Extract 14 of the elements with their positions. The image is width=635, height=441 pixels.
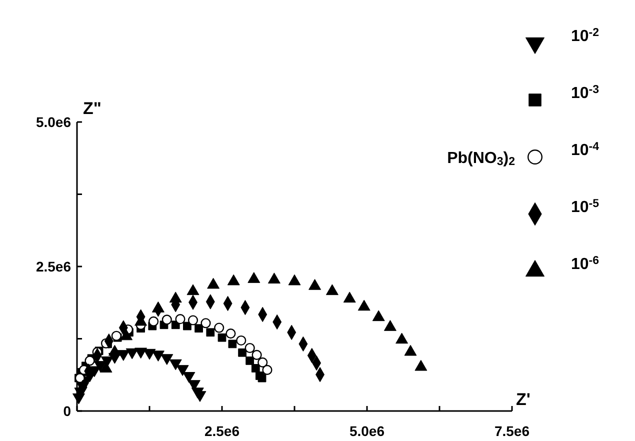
y-tick-label: 0 <box>63 403 72 419</box>
legend-label: 10$^{-3}$ <box>571 84 600 102</box>
x-tick-label: 5.0e6 <box>349 423 385 439</box>
legend-title: Pb(NO$_{3}$)$_{2}$ <box>447 150 515 168</box>
x-tick-label: 2.5e6 <box>204 423 240 439</box>
legend-label: 10$^{-6}$ <box>571 254 600 273</box>
y-tick-label: 2.5e6 <box>36 258 72 274</box>
y-tick-label: 5.0e6 <box>36 114 72 130</box>
legend-label: 10$^{-2}$ <box>571 26 600 45</box>
legend-label: 10$^{-5}$ <box>571 198 600 216</box>
x-tick-label: 7.5e6 <box>494 423 530 439</box>
x-axis-title: Z' <box>516 390 530 409</box>
legend-label: 10$^{-4}$ <box>571 140 600 159</box>
y-axis-title: Z" <box>83 99 102 118</box>
